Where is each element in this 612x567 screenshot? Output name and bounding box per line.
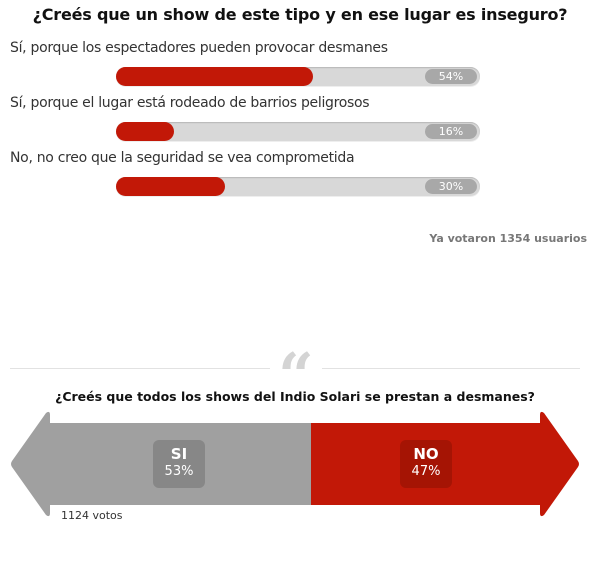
option-bar-fill (116, 67, 313, 86)
option-bar-fill (116, 122, 175, 141)
yes-label: SI (170, 445, 188, 463)
option-bar[interactable]: 30% (116, 177, 480, 196)
no-label: NO (413, 445, 439, 463)
option-label[interactable]: No, no creo que la seguridad se vea comp… (10, 150, 355, 166)
option-label[interactable]: Sí, porque los espectadores pueden provo… (10, 40, 388, 56)
yes-badge[interactable]: SI 53% (153, 440, 205, 488)
option-percent-badge: 30% (425, 179, 477, 194)
divider-left (10, 368, 270, 369)
divider-right (322, 368, 580, 369)
votes-count: 1124 votos (61, 509, 123, 522)
option-bar[interactable]: 16% (116, 122, 480, 141)
quote-icon: “ (278, 339, 314, 412)
no-badge[interactable]: NO 47% (400, 440, 452, 488)
yes-percent: 53% (164, 464, 194, 479)
voters-count: Ya votaron 1354 usuarios (429, 232, 587, 245)
option-percent-badge: 16% (425, 124, 477, 139)
poll-1-question: ¿Creés que un show de este tipo y en ese… (32, 5, 568, 24)
option-percent-badge: 54% (425, 69, 477, 84)
poll-2-question: ¿Creés que todos los shows del Indio Sol… (55, 389, 535, 404)
option-bar[interactable]: 54% (116, 67, 480, 86)
option-label[interactable]: Sí, porque el lugar está rodeado de barr… (10, 95, 370, 111)
option-bar-fill (116, 177, 226, 196)
yes-no-arrows (11, 411, 579, 517)
no-percent: 47% (411, 464, 441, 479)
